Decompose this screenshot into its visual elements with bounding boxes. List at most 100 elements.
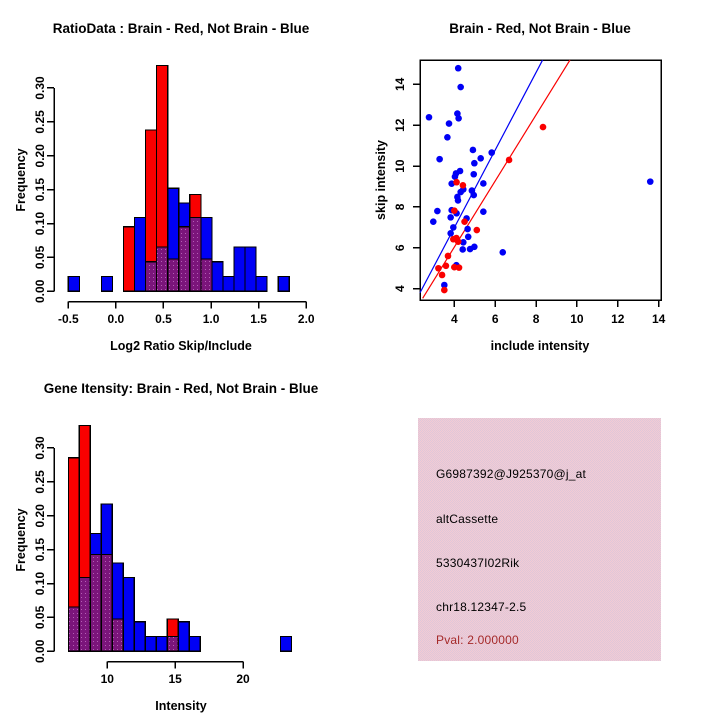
x-tick-label: 8 (533, 312, 540, 326)
data-point-blue (447, 214, 454, 221)
hist-bar-blue (222, 275, 235, 292)
y-tick-label: 0.30 (33, 436, 47, 460)
info-box: G6987392@J925370@j_at altCassette 533043… (418, 418, 661, 661)
chart-title: RatioData : Brain - Red, Not Brain - Blu… (53, 21, 310, 36)
y-tick-label: 0.05 (33, 245, 47, 269)
x-tick-label: 1.5 (250, 312, 267, 326)
data-point-blue (464, 233, 472, 241)
data-point-blue (470, 191, 478, 199)
hist-bar-overlap (144, 261, 158, 292)
y-tick-label: 12 (393, 118, 407, 132)
y-tick-label: 8 (393, 203, 407, 210)
probe-id-text: G6987392@J925370@j_at (436, 467, 587, 481)
data-point-red (454, 238, 462, 245)
y-tick-label: 0.20 (33, 144, 47, 168)
data-point-blue (434, 207, 441, 215)
data-point-blue (464, 225, 471, 233)
data-point-blue (436, 155, 443, 163)
hist-bar-overlap (200, 258, 213, 292)
data-point-red (450, 235, 457, 243)
intensity-scatter-plot: 4 6 8 10 12 14 4 6 8 10 12 14 Brain - Red, Not Brain… (374, 21, 666, 353)
data-point-blue (454, 197, 462, 204)
x-tick-label: 10 (101, 672, 115, 686)
y-tick-label: 0.30 (33, 76, 47, 100)
ratio-histogram-plot: 0.00 0.05 0.10 0.15 0.20 0.25 0.30 -0.5 0.0 0.5 1.… (14, 21, 315, 353)
hist-bar-overlap (100, 553, 113, 652)
plot-box (419, 59, 662, 301)
hist-bar-blue (211, 261, 224, 292)
panel-intensity-scatter: 4 6 8 10 12 14 4 6 8 10 12 14 Brain - Red, Not Brain… (360, 0, 720, 360)
data-point-blue (459, 246, 467, 253)
data-point-blue (457, 83, 464, 91)
y-tick-label: 14 (393, 77, 407, 91)
x-tick-label: 20 (236, 672, 250, 686)
y-tick-label: 0.20 (33, 504, 47, 528)
data-point-blue (488, 149, 496, 156)
hist-bar-blue (277, 275, 290, 292)
data-point-red (473, 226, 481, 234)
y-tick-label: 0.25 (33, 470, 47, 494)
x-axis-label: include intensity (491, 339, 590, 353)
hist-bar-overlap (166, 635, 179, 652)
hist-bar-overlap (67, 606, 80, 652)
hist-bar-blue (177, 621, 190, 652)
hist-bar-overlap (89, 553, 102, 652)
data-point-blue (441, 281, 448, 289)
panel-gene-intensity-histogram: 0.00 0.05 0.10 0.15 0.20 0.25 0.30 10 15 20 Gene I… (0, 360, 360, 720)
data-point-blue (466, 245, 474, 253)
data-point-red (435, 264, 442, 272)
hist-bar-blue (233, 246, 246, 292)
data-point-red (441, 286, 448, 294)
y-tick-label: 0.00 (33, 279, 47, 303)
data-point-red (459, 181, 467, 189)
fit-line-blue (419, 59, 544, 294)
hist-bar-overlap (111, 618, 124, 652)
hist-bar-blue (133, 621, 146, 652)
y-tick-label: 0.10 (33, 572, 47, 596)
data-point-red (442, 262, 450, 270)
y-axis-label: Frequency (14, 508, 28, 571)
y-tick-label: 0.05 (33, 605, 47, 629)
hist-bar-blue (122, 577, 135, 652)
y-tick-label: 4 (393, 285, 407, 292)
fit-line-red (422, 59, 571, 299)
hist-bar-blue (144, 635, 157, 652)
hist-bar-blue (188, 635, 201, 652)
x-tick-label: 6 (492, 312, 499, 326)
data-point-blue (455, 114, 462, 122)
splice-type-text: altCassette (436, 512, 499, 526)
chart-title: Brain - Red, Not Brain - Blue (449, 21, 631, 36)
x-tick-label: 14 (652, 312, 666, 326)
data-point-blue (471, 159, 478, 167)
data-point-red (451, 207, 458, 214)
x-tick-label: 10 (570, 312, 584, 326)
x-axis-label: Intensity (155, 699, 206, 713)
y-axis-label: Frequency (14, 148, 28, 211)
hist-bar-blue (255, 275, 268, 292)
data-point-blue (451, 173, 459, 181)
hist-bar-overlap (78, 577, 91, 652)
hist-bar-blue (244, 246, 257, 292)
data-point-red (453, 178, 460, 186)
hist-bar-overlap (189, 217, 202, 292)
y-tick-label: 6 (393, 244, 407, 251)
y-tick-label: 0.15 (33, 178, 47, 202)
data-point-red (455, 264, 463, 271)
y-tick-label: 0.25 (33, 110, 47, 134)
data-point-red (444, 252, 452, 260)
data-point-red (505, 156, 513, 164)
y-axis-label: skip intensity (374, 140, 388, 220)
data-point-blue (646, 178, 654, 185)
hist-bar-blue (67, 275, 80, 292)
y-tick-label: 0.15 (33, 538, 47, 562)
hist-bar-blue (155, 635, 168, 652)
chart-title: Gene Itensity: Brain - Red, Not Brain - … (44, 381, 319, 396)
data-point-blue (456, 167, 464, 175)
x-tick-label: 2.0 (298, 312, 315, 326)
x-tick-label: 15 (168, 672, 182, 686)
x-tick-label: 1.0 (203, 312, 220, 326)
data-point-red (461, 218, 468, 225)
hist-bar-overlap (178, 226, 191, 292)
data-point-blue (470, 170, 478, 178)
